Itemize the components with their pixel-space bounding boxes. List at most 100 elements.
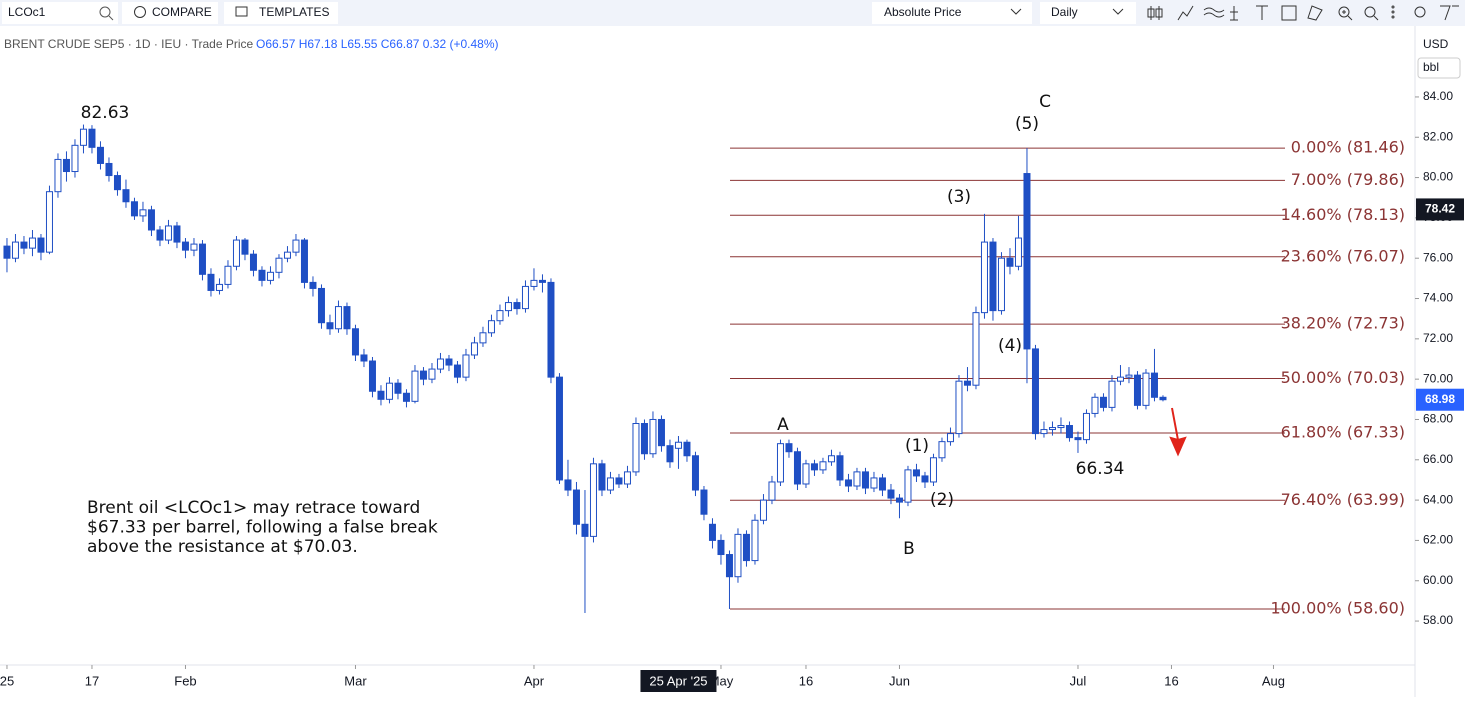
symbol-box[interactable] (2, 2, 118, 24)
candle-body (521, 285, 529, 310)
candle-body (436, 358, 444, 370)
symbol-legend: BRENT CRUDE SEP5 · 1D · IEU · Trade Pric… (4, 37, 253, 51)
candle-body (513, 302, 521, 310)
fib-label: 76.40% (63.99) (1281, 490, 1405, 509)
search-icon[interactable] (99, 6, 111, 18)
candle-body (368, 360, 376, 392)
candle-body (79, 128, 87, 146)
y-tick-label: 66.00 (1423, 452, 1453, 466)
candle-body (1150, 372, 1158, 398)
fib-label: 50.00% (70.03) (1281, 368, 1405, 387)
crosshair-label: 25 Apr '25 (649, 673, 707, 688)
dropdown-arrow (1112, 8, 1124, 15)
candle-body (105, 162, 113, 177)
tool-icons[interactable] (1147, 5, 1459, 21)
candle-body (530, 279, 538, 287)
candle-body (462, 354, 470, 378)
candle-body (955, 380, 963, 435)
candle-body (904, 469, 912, 503)
templates-label[interactable]: TEMPLATES (259, 5, 329, 19)
candle-body (1108, 380, 1116, 408)
fib-label: 100.00% (58.60) (1270, 598, 1405, 617)
candle-body (674, 441, 682, 449)
candle-body (963, 380, 971, 386)
candle-body (844, 479, 852, 487)
candle-body (283, 251, 291, 259)
annotation: (5) (1015, 114, 1039, 134)
candle-body (487, 320, 495, 334)
x-tick-label: Jul (1070, 673, 1087, 688)
ohlc-legend: O66.57 H67.18 L65.55 C66.87 0.32 (+0.48%… (256, 37, 499, 51)
candle-body (11, 241, 19, 259)
candle-body (538, 279, 546, 283)
y-tick-label: 64.00 (1423, 492, 1453, 506)
candle-body (156, 229, 164, 241)
x-tick-label: Feb (174, 673, 196, 688)
candle-body (572, 489, 580, 525)
candle-body (300, 239, 308, 283)
candle-body (504, 302, 512, 312)
candle-body (1023, 173, 1031, 350)
candle-body (581, 523, 589, 537)
candle-body (224, 265, 232, 285)
price-mode[interactable]: Absolute Price (884, 5, 962, 19)
candle-body (623, 471, 631, 485)
y-tick-label: 70.00 (1423, 371, 1453, 385)
candle-body (759, 499, 767, 521)
annotation: A (777, 415, 789, 435)
candle-body (912, 469, 920, 477)
candle-body (929, 457, 937, 483)
candle-body (657, 418, 665, 447)
currency[interactable]: USD (1423, 37, 1449, 51)
candle-body (139, 209, 147, 217)
candle-body (921, 475, 929, 483)
annotation: (1) (905, 436, 929, 456)
candle-body (895, 497, 903, 503)
candle-body (28, 237, 36, 249)
candle-body (445, 358, 453, 366)
price-mode-select[interactable] (872, 2, 1032, 24)
fib-label: 0.00% (81.46) (1291, 138, 1405, 157)
candle-body (3, 245, 11, 259)
templates-button[interactable] (224, 2, 338, 24)
candle-body (334, 306, 342, 330)
candle-body (564, 479, 572, 491)
candle-body (555, 376, 563, 481)
interval-select[interactable] (1040, 2, 1136, 24)
interval[interactable]: Daily (1051, 5, 1078, 19)
candle-body (266, 271, 274, 281)
note-line: above the resistance at $70.03. (87, 537, 358, 557)
candle-body (419, 370, 427, 380)
candle-body (751, 519, 759, 562)
candle-body (181, 241, 189, 251)
candle-body (785, 443, 793, 453)
candle-body (1074, 437, 1082, 441)
annotation: (3) (947, 187, 971, 207)
candle-body (683, 441, 691, 457)
price-tag-label: 68.98 (1425, 392, 1455, 406)
candle-body (130, 201, 138, 217)
candle-body (1125, 374, 1133, 378)
candle-body (402, 392, 410, 402)
unit[interactable]: bbl (1423, 60, 1439, 74)
compare-button[interactable] (122, 2, 218, 24)
fib-label: 38.20% (72.73) (1281, 314, 1405, 333)
price-tag (1416, 198, 1464, 221)
plot: 58.00 60.00 62.00 64.00 66.00 68.00 70.00 72.00… (0, 89, 1464, 692)
unit-box[interactable] (1417, 57, 1461, 79)
candle-body (1006, 257, 1014, 267)
symbol[interactable]: LCOc1 (8, 5, 46, 19)
candle-body (1082, 412, 1090, 441)
x-tick-label: Apr (524, 673, 545, 688)
candle-body (606, 477, 614, 491)
candle-body (980, 241, 988, 314)
candle-body (428, 368, 436, 380)
candle-body (972, 312, 980, 386)
compare-label[interactable]: COMPARE (152, 5, 212, 19)
y-tick-label: 76.00 (1423, 250, 1453, 264)
candle-body (1057, 425, 1065, 429)
candle-body (1116, 376, 1124, 382)
candle-body (241, 239, 249, 255)
candle-body (827, 455, 835, 463)
